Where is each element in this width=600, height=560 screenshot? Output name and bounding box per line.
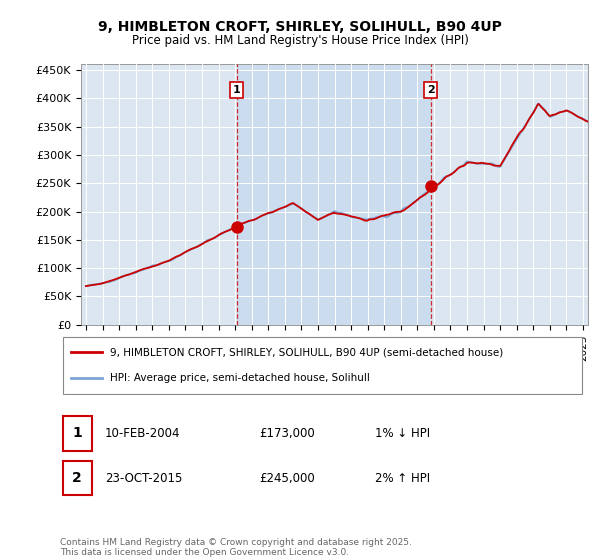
Text: 10-FEB-2004: 10-FEB-2004 <box>104 427 180 440</box>
Text: 9, HIMBLETON CROFT, SHIRLEY, SOLIHULL, B90 4UP (semi-detached house): 9, HIMBLETON CROFT, SHIRLEY, SOLIHULL, B… <box>110 347 503 357</box>
Text: 2: 2 <box>427 85 434 95</box>
Text: 23-OCT-2015: 23-OCT-2015 <box>104 472 182 485</box>
Text: £173,000: £173,000 <box>260 427 315 440</box>
FancyBboxPatch shape <box>62 416 91 451</box>
FancyBboxPatch shape <box>62 461 91 496</box>
Text: 1% ↓ HPI: 1% ↓ HPI <box>375 427 430 440</box>
Text: HPI: Average price, semi-detached house, Solihull: HPI: Average price, semi-detached house,… <box>110 374 370 384</box>
Text: 9, HIMBLETON CROFT, SHIRLEY, SOLIHULL, B90 4UP: 9, HIMBLETON CROFT, SHIRLEY, SOLIHULL, B… <box>98 20 502 34</box>
Bar <box>237 64 431 325</box>
Text: 1: 1 <box>72 427 82 440</box>
Text: Contains HM Land Registry data © Crown copyright and database right 2025.
This d: Contains HM Land Registry data © Crown c… <box>60 538 412 557</box>
Text: 2% ↑ HPI: 2% ↑ HPI <box>375 472 430 485</box>
Text: Price paid vs. HM Land Registry's House Price Index (HPI): Price paid vs. HM Land Registry's House … <box>131 34 469 46</box>
Text: 1: 1 <box>233 85 241 95</box>
Text: 2: 2 <box>72 472 82 485</box>
FancyBboxPatch shape <box>62 337 583 394</box>
Text: £245,000: £245,000 <box>260 472 315 485</box>
